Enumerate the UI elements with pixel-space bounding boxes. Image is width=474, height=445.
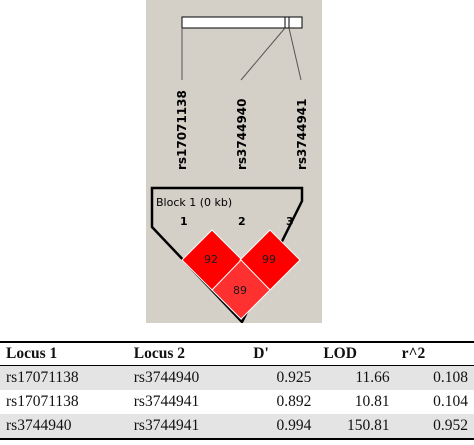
- table-row: rs17071138 rs3744940 0.925 11.66 0.108: [0, 365, 474, 390]
- col-header-locus1: Locus 1: [0, 341, 128, 366]
- cell-lod: 10.81: [354, 393, 390, 410]
- col-header-lod: LOD: [317, 341, 396, 366]
- cell-dprime: 0.892: [276, 393, 312, 410]
- cell-locus2: rs3744941: [127, 414, 248, 440]
- cell-locus1: rs17071138: [0, 365, 128, 390]
- ld-plot-panel: rs17071138 rs3744940 rs3744941 Block 1 (…: [146, 0, 322, 323]
- table-row: rs17071138 rs3744941 0.892 10.81 0.104: [0, 390, 474, 414]
- region-bar: [181, 16, 303, 29]
- table-row: rs3744940 rs3744941 0.994 150.81 0.952: [0, 414, 474, 440]
- marker-number: 2: [238, 215, 246, 228]
- cell-locus2: rs3744940: [127, 365, 248, 390]
- ld-plot: rs17071138 rs3744940 rs3744941 Block 1 (…: [150, 16, 309, 323]
- cell-lod: 150.81: [317, 414, 396, 440]
- marker-number: 1: [180, 215, 188, 228]
- cell-lod: 11.66: [317, 365, 396, 390]
- snp-label: rs17071138: [175, 90, 189, 170]
- cell-r2: 0.952: [395, 414, 474, 440]
- cell-locus2: rs3744941: [133, 393, 200, 410]
- ld-value: 99: [262, 253, 276, 266]
- table-header-row: Locus 1 Locus 2 D' LOD r^2: [0, 341, 474, 366]
- cell-r2: 0.104: [433, 393, 468, 410]
- block-label: Block 1 (0 kb): [156, 196, 232, 209]
- cell-locus1: rs17071138: [6, 393, 79, 410]
- cell-locus1: rs3744940: [0, 414, 128, 440]
- snp-label: rs3744940: [235, 98, 249, 170]
- col-header-locus2: Locus 2: [127, 341, 248, 366]
- ld-value: 92: [204, 253, 218, 266]
- connector-line-2: [240, 27, 286, 81]
- cell-dprime: 0.925: [247, 365, 318, 390]
- cell-dprime: 0.994: [247, 414, 318, 440]
- ld-cell-1-3: [211, 259, 271, 320]
- col-header-dprime: D': [247, 341, 318, 366]
- ld-stats-table: Locus 1 Locus 2 D' LOD r^2 rs17071138 rs…: [0, 341, 474, 440]
- marker-number: 3: [286, 215, 294, 228]
- snp-label: rs3744941: [295, 98, 309, 170]
- col-header-r2: r^2: [395, 341, 474, 366]
- connector-line-3: [288, 27, 302, 81]
- ld-value: 89: [233, 284, 247, 297]
- cell-r2: 0.108: [395, 365, 474, 390]
